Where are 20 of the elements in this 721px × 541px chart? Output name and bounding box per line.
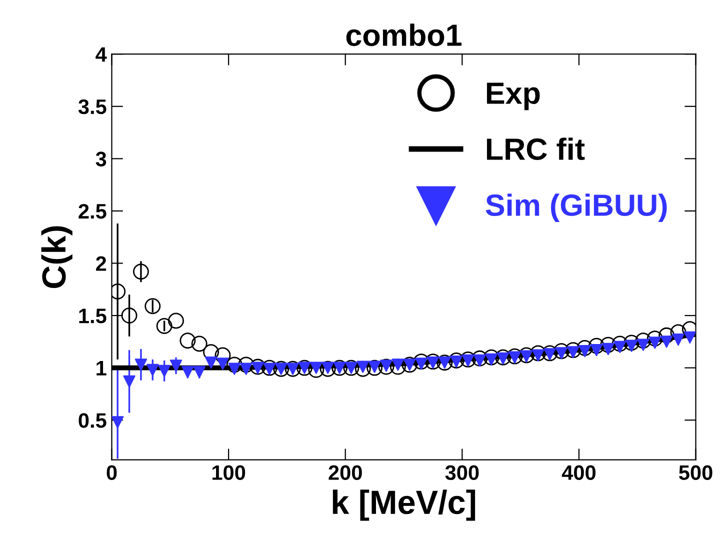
y-tick-label: 2 <box>96 256 106 271</box>
y-axis-title: C(k) <box>41 226 72 288</box>
y-tick-label: 3.5 <box>78 99 106 114</box>
y-tick-label: 3 <box>96 152 106 166</box>
y-tick-label: 1.5 <box>79 308 106 324</box>
x-tick-label: 200 <box>328 465 362 480</box>
y-tick-label: 1 <box>96 361 106 376</box>
y-tick-label: 4 <box>96 47 107 62</box>
legend-label: Sim (GiBUU) <box>486 194 667 222</box>
x-tick-label: 500 <box>679 465 712 480</box>
x-tick-label: 400 <box>562 465 596 480</box>
x-tick-label: 300 <box>445 465 479 480</box>
legend-label: LRC fit <box>486 138 585 160</box>
legend-label: Exp <box>486 82 540 110</box>
y-tick-label: 2.5 <box>78 204 106 219</box>
x-tick-label: 0 <box>106 465 117 480</box>
y-tick-label: 0.5 <box>78 413 106 428</box>
x-axis-title: k [MeV/c] <box>332 490 476 521</box>
chart-title: combo1 <box>346 24 462 46</box>
x-tick-label: 100 <box>212 465 246 480</box>
